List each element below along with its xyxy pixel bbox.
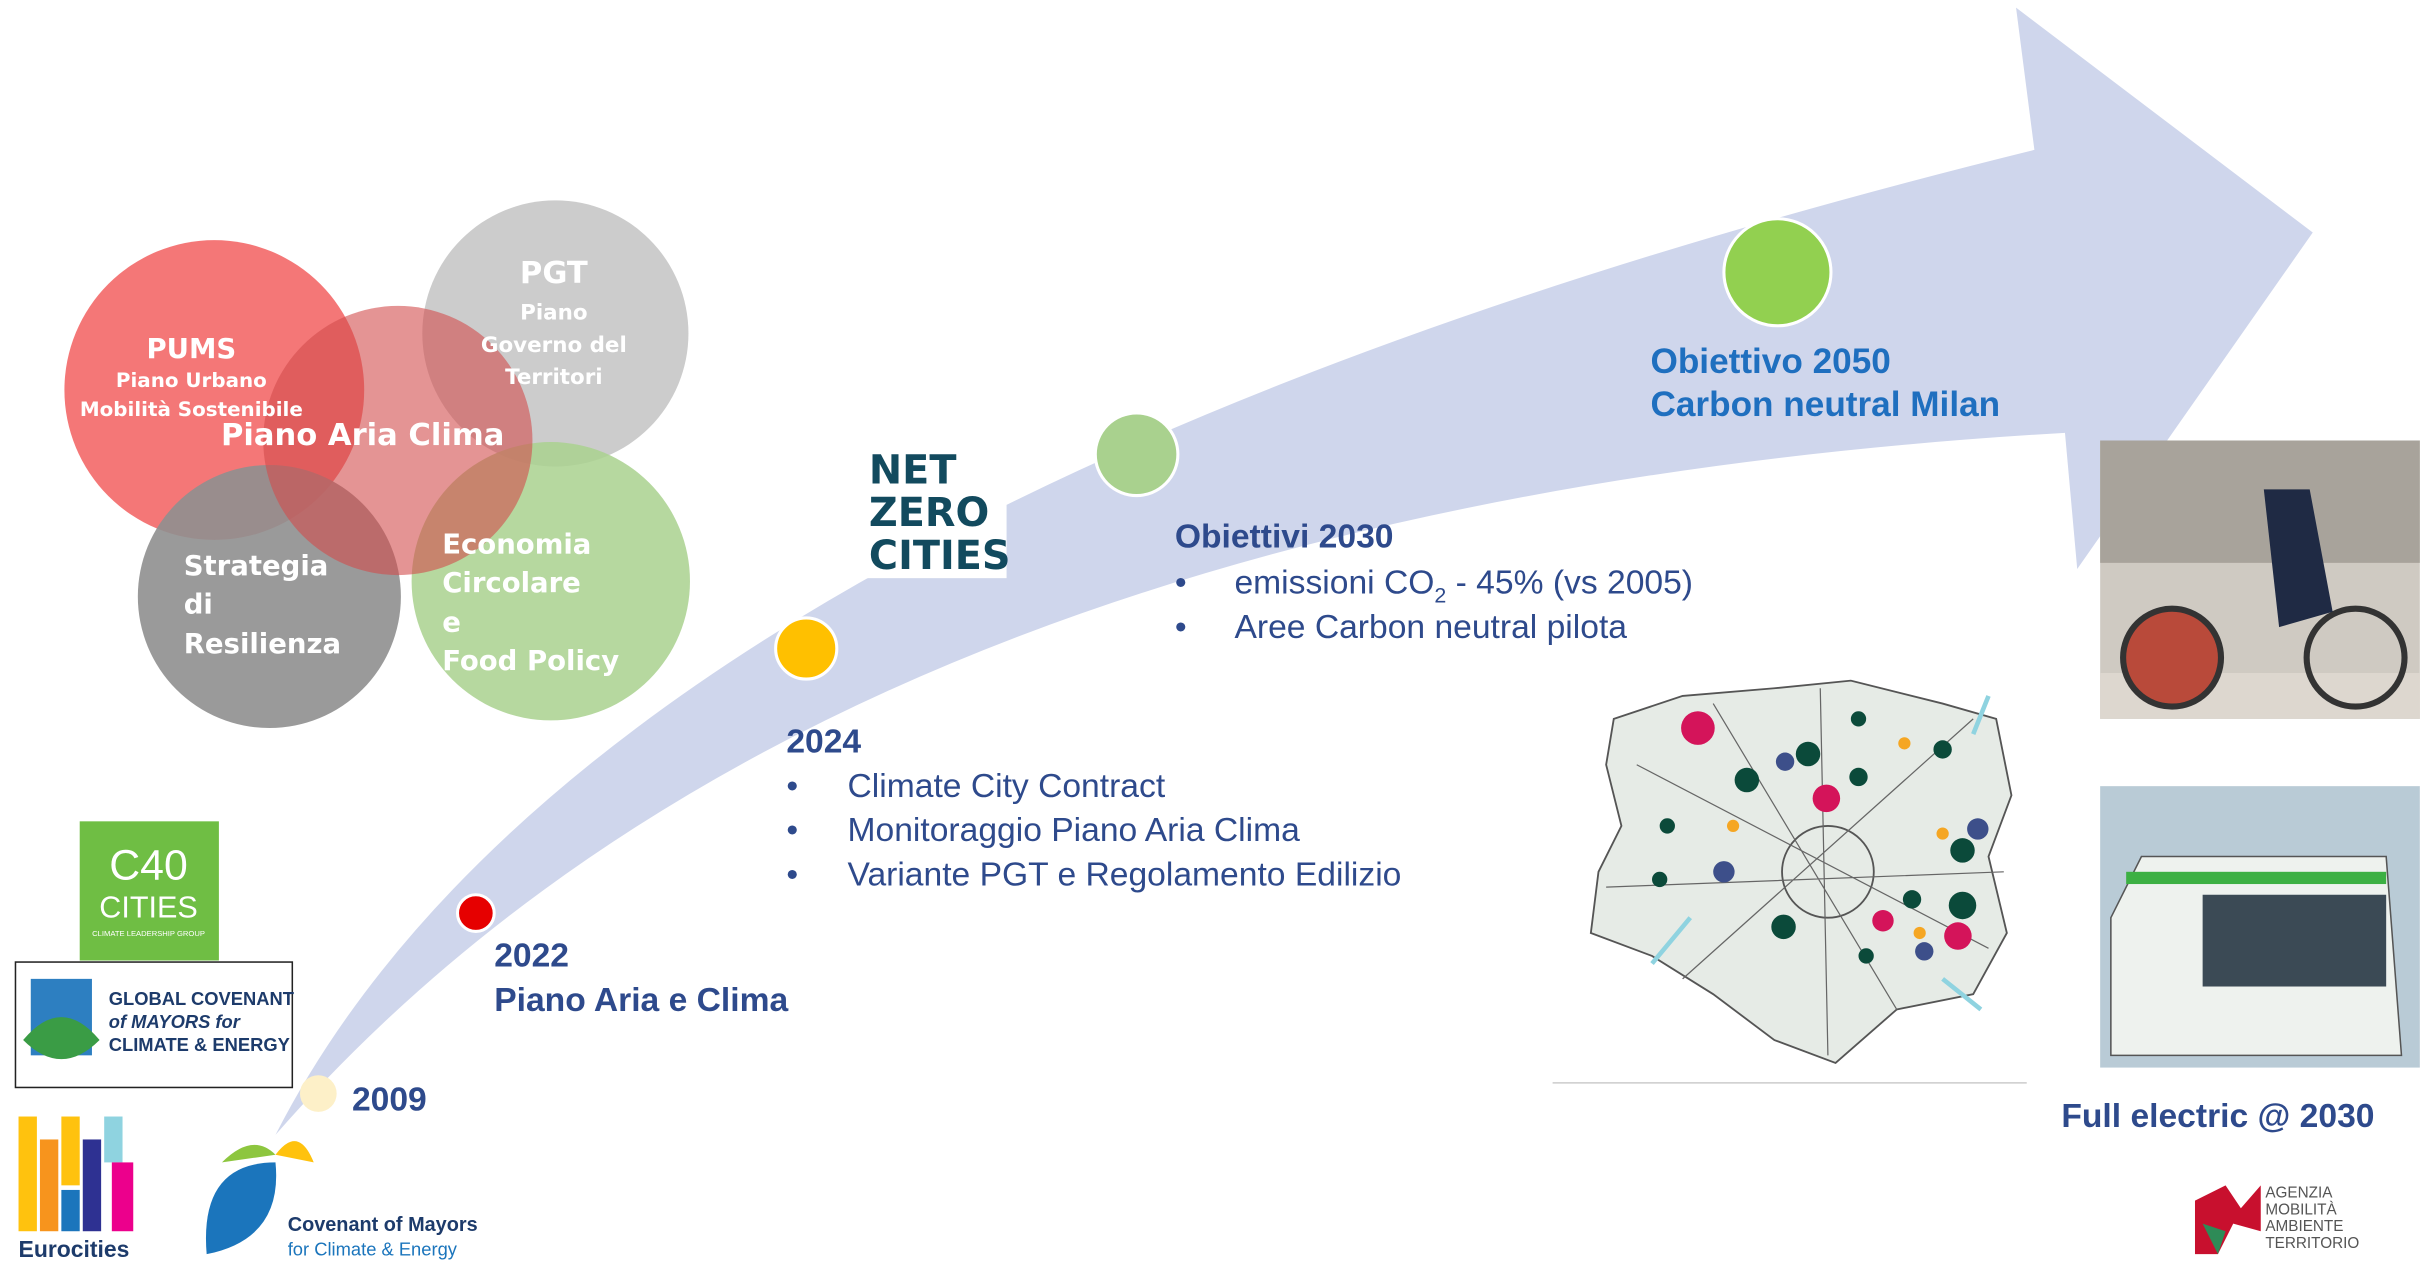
bullet-mark: • — [1175, 609, 1187, 646]
logo-text: GLOBAL COVENANT — [109, 988, 295, 1009]
milestone-dot — [776, 618, 837, 679]
photo-bus-window — [2203, 895, 2387, 987]
economia-line: Food Policy — [442, 645, 619, 677]
shape — [1859, 948, 1874, 963]
milestone-title: 2009 — [352, 1081, 427, 1118]
shape — [1944, 922, 1972, 950]
shape — [1713, 861, 1734, 882]
bullet: emissioni CO2 - 45% (vs 2005) — [1234, 564, 1693, 607]
bullet: Variante PGT e Regolamento Edilizio — [848, 857, 1402, 894]
bullet: Aree Carbon neutral pilota — [1234, 609, 1627, 646]
shape — [61, 1190, 79, 1231]
shape — [1915, 942, 1933, 960]
subscript: 2 — [1434, 584, 1446, 608]
shape — [1681, 711, 1715, 745]
netzero-logo: NET ZERO CITIES — [860, 447, 1011, 579]
milestone-dot — [1095, 413, 1178, 496]
bullet-mark: • — [786, 812, 798, 849]
shape — [1771, 915, 1795, 939]
shape — [40, 1139, 58, 1231]
milestone-dot — [1724, 219, 1831, 326]
shape — [1735, 768, 1759, 792]
slide: PUMS Piano Urbano Mobilità Sostenibile P… — [0, 0, 2420, 1271]
bullet-mark: • — [786, 768, 798, 805]
resilienza-line: Resilienza — [184, 628, 341, 660]
milestone-title: Obiettivi 2030 — [1175, 519, 1394, 556]
shape — [1933, 740, 1951, 758]
shape — [104, 1117, 122, 1163]
logo-text: AMBIENTE — [2265, 1218, 2343, 1235]
resilienza-line: Strategia — [184, 550, 329, 582]
global-covenant-logo: GLOBAL COVENANT of MAYORS for CLIMATE & … — [15, 962, 294, 1087]
shape — [1914, 927, 1926, 939]
milestone-title: 2024 — [786, 724, 861, 761]
milestone-text: Obiettivo 2050 — [1650, 342, 1890, 381]
shape — [1898, 737, 1910, 749]
photo-wheel — [2123, 609, 2221, 707]
milestone-dot — [457, 895, 494, 932]
logo-text: CLIMATE LEADERSHIP GROUP — [92, 929, 205, 938]
shape — [1851, 711, 1866, 726]
c40-logo: C40 CITIES CLIMATE LEADERSHIP GROUP — [80, 821, 219, 960]
pums-line: Piano Urbano — [116, 369, 267, 392]
bullet-mark: • — [1175, 564, 1187, 601]
milestone-dot — [300, 1075, 337, 1112]
shape — [1727, 820, 1739, 832]
photo-bike — [2100, 440, 2420, 718]
pums-title: PUMS — [147, 333, 237, 365]
shape — [1903, 890, 1921, 908]
logo-text: Eurocities — [19, 1236, 130, 1262]
shape — [1660, 818, 1675, 833]
shape — [1776, 753, 1794, 771]
economia-line: e — [442, 607, 461, 639]
pgt-title: PGT — [520, 256, 588, 291]
logo-text: ZERO — [869, 490, 989, 536]
photo-building — [2100, 440, 2420, 562]
shape — [1949, 892, 1977, 920]
pgt-line: Piano — [520, 301, 587, 326]
shape — [1813, 785, 1841, 813]
photo-bus-stripe — [2126, 872, 2386, 884]
shape — [112, 1162, 133, 1231]
photo-bus — [2100, 786, 2420, 1067]
shape — [1967, 818, 1988, 839]
caption: Full electric @ 2030 — [2061, 1098, 2374, 1135]
logo-text: CITIES — [869, 533, 1011, 579]
shape — [1950, 838, 1974, 862]
milestone-title: 2022 — [494, 938, 569, 975]
logo-text: for Climate & Energy — [288, 1239, 458, 1260]
venn-center: Piano Aria Clima — [221, 418, 504, 453]
bullet-part: emissioni CO — [1234, 564, 1434, 601]
milestone-text: Carbon neutral Milan — [1650, 385, 2000, 424]
logo-text: C40 — [109, 841, 188, 889]
resilienza-line: di — [184, 588, 213, 620]
logo-text: MOBILITÀ — [2265, 1201, 2337, 1218]
logo-text: CLIMATE & ENERGY — [109, 1034, 290, 1055]
bullet: Climate City Contract — [848, 768, 1166, 805]
logo-text: TERRITORIO — [2265, 1235, 2359, 1252]
shape — [1872, 910, 1893, 931]
economia-line: Economia — [442, 529, 591, 561]
shape — [1849, 768, 1867, 786]
pgt-line: Territori — [505, 365, 603, 390]
pgt-line: Governo del — [481, 333, 627, 358]
logo-text: AGENZIA — [2265, 1185, 2333, 1202]
logo-text: CITIES — [99, 891, 198, 925]
logo-text: NET — [869, 447, 957, 493]
shape — [1796, 742, 1820, 766]
bullet-part: - 45% (vs 2005) — [1446, 564, 1693, 601]
bullet: Monitoraggio Piano Aria Clima — [848, 812, 1301, 849]
shape — [1652, 872, 1667, 887]
shape — [61, 1117, 79, 1186]
shape — [19, 1117, 37, 1232]
logo-text: of MAYORS for — [109, 1011, 241, 1032]
logo-text: Covenant of Mayors — [288, 1214, 478, 1236]
milestone-text: Piano Aria e Clima — [494, 982, 788, 1019]
economia-line: Circolare — [442, 567, 581, 599]
bullet-mark: • — [786, 857, 798, 894]
shape — [83, 1139, 101, 1231]
shape — [1937, 827, 1949, 839]
